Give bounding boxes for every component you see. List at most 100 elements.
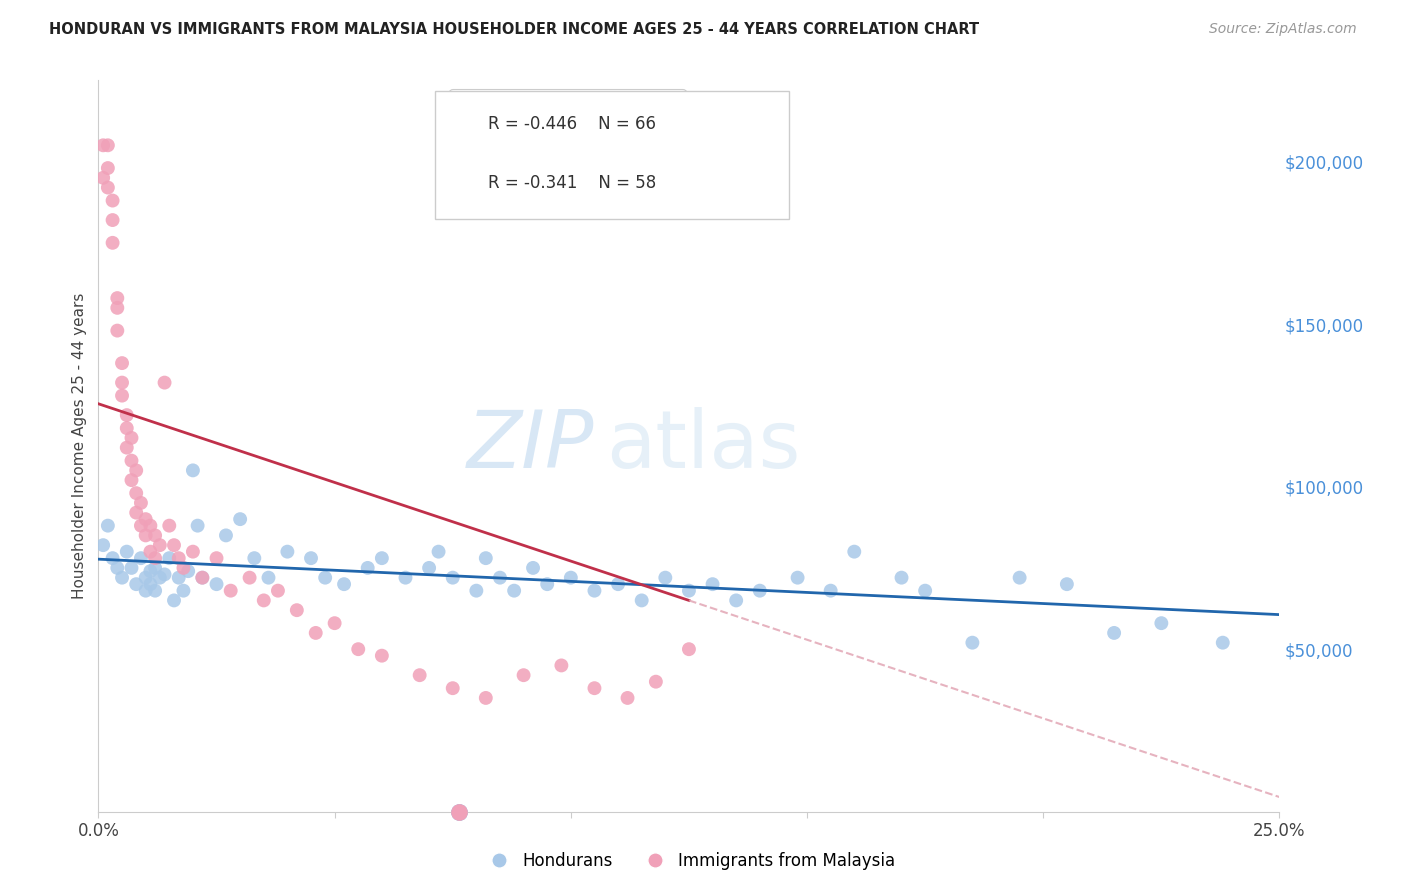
Point bbox=[177, 564, 200, 578]
Point bbox=[323, 616, 346, 631]
Point bbox=[441, 681, 464, 696]
Point bbox=[121, 453, 143, 467]
Point bbox=[172, 583, 194, 598]
Point bbox=[257, 571, 280, 585]
Point bbox=[115, 408, 138, 422]
Point bbox=[305, 626, 328, 640]
Point bbox=[163, 593, 186, 607]
Point bbox=[101, 235, 124, 250]
Point bbox=[97, 161, 120, 175]
Point bbox=[129, 496, 152, 510]
Point bbox=[111, 376, 134, 390]
Point bbox=[1056, 577, 1078, 591]
Point bbox=[191, 571, 214, 585]
Point bbox=[172, 561, 194, 575]
Point bbox=[143, 528, 166, 542]
Point bbox=[512, 668, 534, 682]
Point bbox=[560, 571, 582, 585]
Point bbox=[143, 561, 166, 575]
FancyBboxPatch shape bbox=[434, 91, 789, 219]
Point bbox=[91, 538, 114, 552]
Point bbox=[111, 571, 134, 585]
Point bbox=[121, 431, 143, 445]
Point bbox=[786, 571, 808, 585]
Legend: Hondurans, Immigrants from Malaysia: Hondurans, Immigrants from Malaysia bbox=[477, 846, 901, 877]
Point bbox=[748, 583, 770, 598]
Point bbox=[125, 463, 148, 477]
Point bbox=[111, 356, 134, 370]
Point bbox=[285, 603, 308, 617]
Text: R = -0.341    N = 58: R = -0.341 N = 58 bbox=[488, 174, 657, 192]
Point bbox=[105, 301, 128, 315]
Text: Source: ZipAtlas.com: Source: ZipAtlas.com bbox=[1209, 22, 1357, 37]
Point bbox=[91, 170, 114, 185]
Point bbox=[607, 577, 630, 591]
Point bbox=[167, 551, 190, 566]
Point bbox=[239, 571, 262, 585]
Point bbox=[441, 571, 464, 585]
Point bbox=[115, 421, 138, 435]
Point bbox=[115, 544, 138, 558]
Point bbox=[583, 583, 606, 598]
Point bbox=[153, 567, 176, 582]
Point bbox=[914, 583, 936, 598]
Point bbox=[489, 571, 512, 585]
Point bbox=[157, 551, 180, 566]
Point bbox=[125, 577, 148, 591]
Point bbox=[550, 658, 572, 673]
Point bbox=[418, 561, 440, 575]
Point bbox=[163, 538, 186, 552]
Point bbox=[583, 681, 606, 696]
Point bbox=[121, 561, 143, 575]
Point bbox=[267, 583, 290, 598]
Point bbox=[97, 518, 120, 533]
Point bbox=[219, 583, 242, 598]
Point bbox=[149, 538, 172, 552]
Point bbox=[229, 512, 252, 526]
Point bbox=[105, 561, 128, 575]
Point bbox=[105, 291, 128, 305]
Point bbox=[135, 512, 157, 526]
Point bbox=[167, 571, 190, 585]
Point bbox=[205, 577, 228, 591]
Point bbox=[143, 583, 166, 598]
Point bbox=[357, 561, 380, 575]
Point bbox=[408, 668, 430, 682]
Point bbox=[97, 180, 120, 194]
Point bbox=[101, 213, 124, 227]
Point bbox=[475, 690, 498, 705]
Point bbox=[139, 564, 162, 578]
Point bbox=[139, 518, 162, 533]
Point bbox=[187, 518, 209, 533]
Point bbox=[129, 551, 152, 566]
Point bbox=[630, 593, 652, 607]
Point bbox=[333, 577, 356, 591]
Point bbox=[205, 551, 228, 566]
Point bbox=[139, 544, 162, 558]
Point bbox=[347, 642, 370, 657]
Point bbox=[135, 571, 157, 585]
Point bbox=[962, 635, 984, 649]
Point bbox=[465, 583, 488, 598]
Point bbox=[153, 376, 176, 390]
Point bbox=[299, 551, 322, 566]
Point bbox=[253, 593, 276, 607]
Point bbox=[702, 577, 724, 591]
Point bbox=[394, 571, 416, 585]
Point bbox=[371, 551, 394, 566]
Point bbox=[314, 571, 336, 585]
Text: R = -0.446    N = 66: R = -0.446 N = 66 bbox=[488, 115, 657, 133]
Point bbox=[135, 583, 157, 598]
Point bbox=[135, 528, 157, 542]
Point bbox=[890, 571, 912, 585]
Point bbox=[143, 551, 166, 566]
Point bbox=[1212, 635, 1234, 649]
Point bbox=[654, 571, 676, 585]
Y-axis label: Householder Income Ages 25 - 44 years: Householder Income Ages 25 - 44 years bbox=[72, 293, 87, 599]
Point bbox=[101, 194, 124, 208]
Point bbox=[725, 593, 748, 607]
Point bbox=[1008, 571, 1031, 585]
Point bbox=[1102, 626, 1125, 640]
Point bbox=[427, 544, 450, 558]
Point bbox=[678, 583, 700, 598]
